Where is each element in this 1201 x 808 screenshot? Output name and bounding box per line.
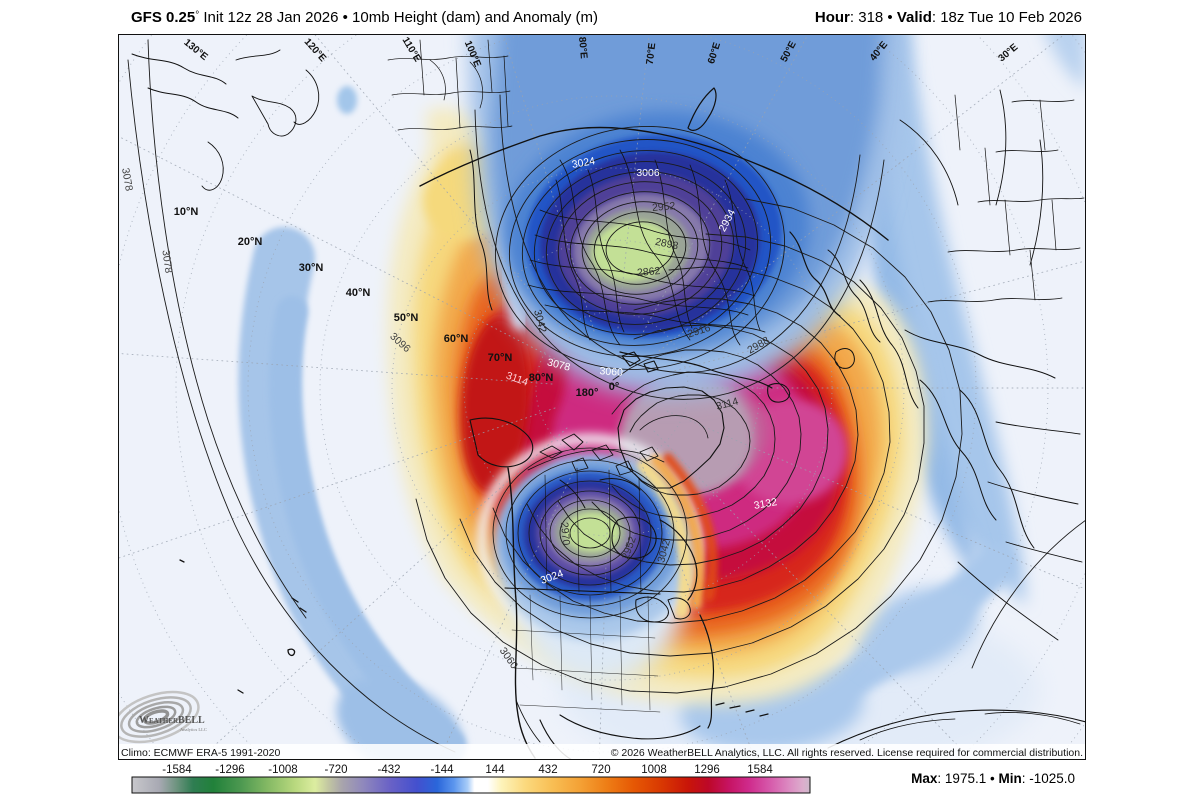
svg-text:2898: 2898 (654, 236, 679, 253)
svg-text:70°E: 70°E (645, 42, 659, 65)
svg-text:-144: -144 (430, 764, 454, 776)
svg-text:144: 144 (485, 764, 505, 776)
svg-text:3078: 3078 (119, 167, 135, 192)
svg-text:1584: 1584 (747, 764, 773, 776)
svg-text:40°N: 40°N (346, 287, 371, 299)
svg-text:© 2026 WeatherBELL Analytics,: © 2026 WeatherBELL Analytics, LLC. All r… (611, 747, 1083, 759)
svg-text:3132: 3132 (753, 496, 778, 512)
svg-text:80°N: 80°N (529, 372, 554, 384)
svg-text:3006: 3006 (636, 167, 660, 179)
svg-text:20°N: 20°N (238, 236, 263, 248)
svg-text:3060: 3060 (599, 365, 623, 379)
svg-text:432: 432 (538, 764, 557, 776)
svg-text:-432: -432 (377, 764, 400, 776)
svg-text:-720: -720 (324, 764, 347, 776)
svg-text:3078: 3078 (546, 356, 572, 373)
svg-text:3042: 3042 (531, 308, 549, 334)
svg-text:3114: 3114 (715, 395, 740, 412)
svg-text:Climo: ECMWF ERA-5 1991-2020: Climo: ECMWF ERA-5 1991-2020 (121, 747, 280, 759)
svg-text:180°: 180° (576, 387, 599, 399)
svg-text:80°E: 80°E (576, 36, 589, 59)
svg-text:GFS 0.25° Init 12z 28 Jan 2026: GFS 0.25° Init 12z 28 Jan 2026 • 10mb He… (131, 9, 598, 26)
svg-text:2952: 2952 (652, 200, 676, 214)
svg-text:1296: 1296 (694, 764, 720, 776)
svg-text:3078: 3078 (159, 249, 174, 274)
svg-text:1008: 1008 (641, 764, 667, 776)
svg-text:2970: 2970 (558, 522, 572, 546)
svg-text:50°N: 50°N (394, 312, 419, 324)
svg-text:3024: 3024 (571, 155, 596, 171)
svg-text:2862: 2862 (637, 265, 661, 279)
svg-text:WEATHERBELL: WEATHERBELL (139, 715, 205, 726)
svg-text:70°N: 70°N (488, 352, 513, 364)
svg-text:10°N: 10°N (174, 206, 199, 218)
svg-text:720: 720 (591, 764, 610, 776)
svg-text:Analytics LLC: Analytics LLC (180, 727, 207, 732)
svg-text:-1584: -1584 (162, 764, 192, 776)
svg-text:-1296: -1296 (215, 764, 244, 776)
svg-text:Max: 1975.1 • Min: -1025.0: Max: 1975.1 • Min: -1025.0 (911, 771, 1075, 786)
svg-text:-1008: -1008 (268, 764, 297, 776)
svg-text:30°N: 30°N (299, 262, 324, 274)
svg-text:3042: 3042 (655, 538, 673, 564)
svg-text:60°N: 60°N (444, 333, 469, 345)
svg-text:Hour: 318 • Valid: 18z Tue 10: Hour: 318 • Valid: 18z Tue 10 Feb 2026 (815, 9, 1082, 26)
svg-text:0°: 0° (609, 381, 620, 393)
